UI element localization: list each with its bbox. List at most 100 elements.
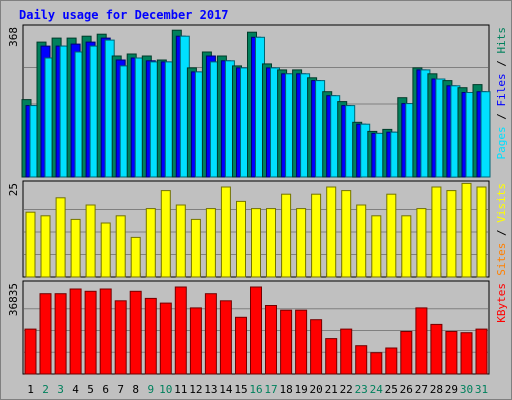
bar-kbytes-kbytes-21 [325,338,338,375]
bar-kbytes-kbytes-27 [415,307,428,375]
bar-visits-visits-24 [371,215,382,278]
bar-visits-visits-6 [100,222,111,278]
bar-visits-visits-16 [251,208,261,278]
legend-separator: / [495,107,508,127]
legend-separator: / [495,54,508,74]
bar-hits-pages-31 [480,91,491,178]
x-tick-label-12: 12 [189,383,202,396]
bar-visits-visits-18 [281,193,292,278]
panel-kbytes: 36835 KBytes [7,280,508,375]
x-tick-label-16: 16 [249,383,262,396]
bar-visits-visits-26 [401,215,412,278]
x-tick-label-6: 6 [102,383,109,396]
bar-visits-visits-20 [311,193,322,278]
bar-visits-visits-9 [145,208,156,278]
bar-kbytes-kbytes-20 [310,319,323,375]
x-tick-label-26: 26 [400,383,413,396]
x-tick-label-20: 20 [309,383,322,396]
bar-visits-visits-30 [461,182,472,278]
x-tick-label-2: 2 [42,383,49,396]
x-axis-labels: 1 2 3 4 5 6 7 8 9 10 11 12 13 14 15 16 17 18 19 20 21 22 23 24 2… [27,383,488,396]
bar-kbytes-kbytes-24 [370,352,383,375]
legend-visits: Sites / Visits [495,183,508,276]
bar-kbytes-kbytes-11 [174,286,187,375]
legend-item-files: Files [495,73,508,106]
bar-visits-visits-14 [220,186,231,278]
bar-visits-visits-4 [70,218,81,278]
bar-visits-visits-1 [25,211,36,278]
x-tick-label-22: 22 [340,383,353,396]
bar-visits-visits-23 [356,204,367,278]
chart-panels: 368 Pages / Files / Hits 25 Sites / Visits 3… [7,24,508,375]
x-tick-label-10: 10 [159,383,172,396]
x-tick-label-5: 5 [87,383,94,396]
bar-visits-visits-29 [446,190,457,278]
x-tick-label-8: 8 [132,383,139,396]
bar-visits-visits-7 [115,215,126,278]
bar-kbytes-kbytes-13 [204,293,217,375]
bar-kbytes-kbytes-14 [219,300,232,375]
bar-visits-visits-11 [175,204,186,278]
x-tick-label-17: 17 [264,383,277,396]
legend-hits: Pages / Files / Hits [495,27,508,160]
x-tick-label-14: 14 [219,383,233,396]
bar-kbytes-kbytes-25 [385,347,398,375]
x-tick-label-7: 7 [117,383,124,396]
bar-visits-visits-15 [236,200,246,278]
legend-kbytes: KBytes [495,283,508,323]
legend-separator: / [495,223,508,243]
x-tick-label-1: 1 [27,383,34,396]
x-tick-label-25: 25 [385,383,398,396]
x-tick-label-15: 15 [234,383,247,396]
bar-kbytes-kbytes-16 [250,286,262,375]
y-max-label-visits: 25 [7,183,20,196]
bar-visits-visits-27 [416,208,427,278]
bar-kbytes-kbytes-9 [144,297,157,375]
legend-item-hits: Hits [495,27,508,54]
bar-visits-visits-8 [130,236,141,278]
bar-kbytes-kbytes-1 [24,328,37,375]
x-tick-label-11: 11 [174,383,187,396]
x-tick-label-19: 19 [294,383,307,396]
x-tick-label-3: 3 [57,383,64,396]
bar-kbytes-kbytes-29 [445,331,458,375]
bar-kbytes-kbytes-3 [54,293,67,375]
bar-kbytes-kbytes-6 [99,288,112,375]
bar-kbytes-kbytes-7 [114,300,127,375]
bar-kbytes-kbytes-23 [355,345,368,375]
bar-visits-visits-19 [296,208,307,278]
bar-kbytes-kbytes-26 [400,331,413,375]
x-tick-label-23: 23 [355,383,368,396]
panel-hits: 368 Pages / Files / Hits [7,24,508,178]
legend-item-kbytes: KBytes [495,283,508,323]
bar-visits-visits-3 [55,197,66,278]
bar-visits-visits-28 [431,186,442,278]
y-max-label-kbytes: 36835 [7,283,20,316]
legend-item-sites: Sites [495,243,508,276]
bar-kbytes-kbytes-10 [159,302,172,375]
x-tick-label-4: 4 [72,383,79,396]
bar-kbytes-kbytes-18 [280,309,293,375]
x-tick-label-9: 9 [147,383,154,396]
bar-kbytes-kbytes-19 [295,309,308,375]
x-tick-label-24: 24 [370,383,384,396]
bar-kbytes-kbytes-31 [475,328,488,375]
y-max-label-hits: 368 [7,27,20,47]
bar-visits-visits-21 [326,186,337,278]
bar-kbytes-kbytes-8 [129,290,142,375]
bar-visits-visits-17 [266,208,276,278]
x-tick-label-18: 18 [279,383,292,396]
bar-kbytes-kbytes-2 [39,293,52,375]
bar-kbytes-kbytes-30 [460,332,473,375]
legend-item-visits: Visits [495,183,508,223]
bar-kbytes-kbytes-5 [84,290,97,375]
x-tick-label-29: 29 [445,383,458,396]
x-tick-label-21: 21 [325,383,338,396]
bar-visits-visits-12 [190,218,201,278]
x-tick-label-13: 13 [204,383,217,396]
x-tick-label-27: 27 [415,383,428,396]
x-tick-label-31: 31 [475,383,488,396]
bar-visits-visits-2 [40,215,51,278]
